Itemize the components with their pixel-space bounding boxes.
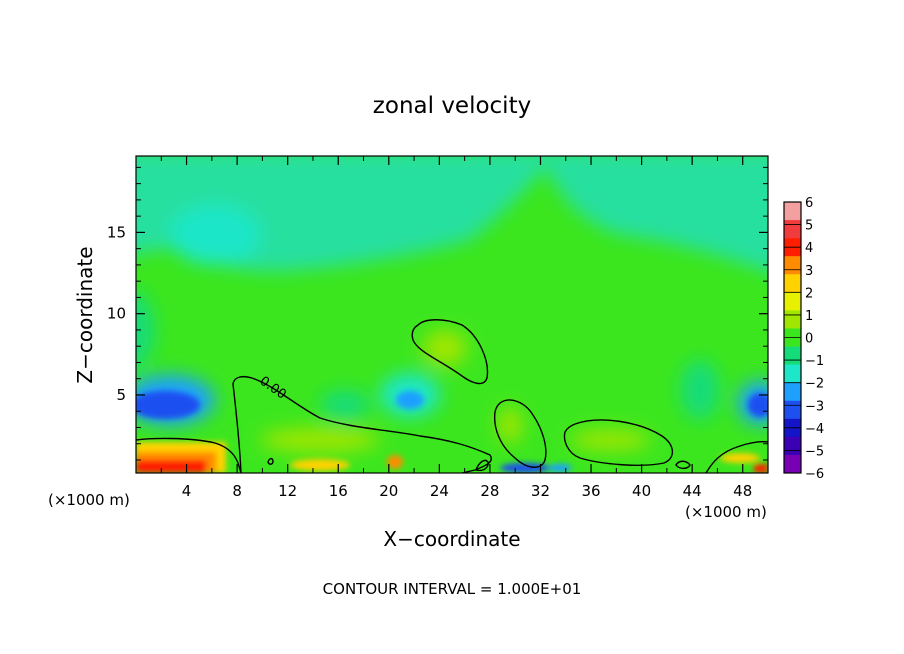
contour-mid-blob (493, 399, 547, 468)
contour-right-blob (563, 419, 674, 466)
colorbar-swatch (784, 256, 801, 275)
x-unit-left: (×1000 m) (48, 491, 130, 509)
contour-bottom-left (136, 437, 242, 473)
colorbar: 6 5 4 3 2 1 0 −1 −2 −3 −4 −5 −6 (783, 196, 824, 482)
colorbar-label: −6 (805, 467, 824, 482)
x-tick-label: 36 (581, 482, 600, 500)
contour-small-3 (675, 460, 691, 470)
contour-lower-band (232, 375, 492, 473)
y-tick-label: 5 (116, 386, 126, 404)
x-tick-label: 24 (430, 482, 449, 500)
colorbar-swatch (784, 310, 801, 329)
colorbar-label: −2 (805, 377, 824, 392)
plot-frame (135, 155, 769, 474)
field-detail (136, 391, 768, 473)
y-tick-label: 15 (107, 223, 126, 241)
colorbar-label: −1 (805, 354, 824, 369)
x-tick-label: 12 (278, 482, 297, 500)
zero-contours (136, 319, 768, 473)
colorbar-swatch (784, 454, 801, 474)
colorbar-label: 4 (805, 241, 813, 256)
field-shading (136, 156, 768, 452)
x-axis-ticks: 4 8 12 16 20 24 28 32 36 40 44 48 (160, 156, 769, 500)
colorbar-label: 3 (805, 264, 813, 279)
colorbar-label: 2 (805, 286, 813, 301)
x-unit-right: (×1000 m) (685, 503, 767, 521)
x-tick-label: 40 (632, 482, 651, 500)
colorbar-label: 6 (805, 196, 813, 211)
y-axis-ticks: 5 10 15 (107, 166, 768, 461)
x-axis-label: X−coordinate (383, 527, 520, 551)
colorbar-swatch (784, 274, 801, 293)
colorbar-swatch (784, 346, 801, 365)
contour-bottom-right (705, 440, 768, 473)
chart-title: zonal velocity (373, 93, 531, 119)
contour-upper-blob (411, 319, 489, 385)
colorbar-swatch (784, 364, 801, 383)
x-tick-label: 48 (733, 482, 752, 500)
colorbar-swatch (784, 292, 801, 311)
x-tick-label: 8 (232, 482, 242, 500)
colorbar-label: −5 (805, 444, 824, 459)
contour-interval-note: CONTOUR INTERVAL = 1.000E+01 (323, 580, 582, 598)
y-tick-label: 10 (107, 305, 126, 323)
x-tick-label: 28 (480, 482, 499, 500)
x-tick-label: 4 (182, 482, 192, 500)
x-tick-label: 20 (379, 482, 398, 500)
colorbar-label: 1 (805, 309, 813, 324)
y-axis-label: Z−coordinate (73, 246, 97, 383)
contour-small-1 (475, 459, 489, 472)
colorbar-swatch (784, 382, 801, 402)
contour-small-2 (267, 457, 274, 465)
colorbar-label: 5 (805, 219, 813, 234)
x-tick-label: 32 (531, 482, 550, 500)
colorbar-swatch (784, 220, 801, 239)
colorbar-label: −4 (805, 422, 824, 437)
colorbar-swatch (784, 436, 801, 456)
x-tick-label: 44 (683, 482, 702, 500)
colorbar-swatch (784, 202, 801, 221)
colorbar-label: −3 (805, 399, 824, 414)
colorbar-swatch (784, 400, 801, 420)
x-tick-label: 16 (329, 482, 348, 500)
colorbar-label: 0 (805, 332, 813, 347)
plot-area: 0.00 (136, 156, 768, 473)
